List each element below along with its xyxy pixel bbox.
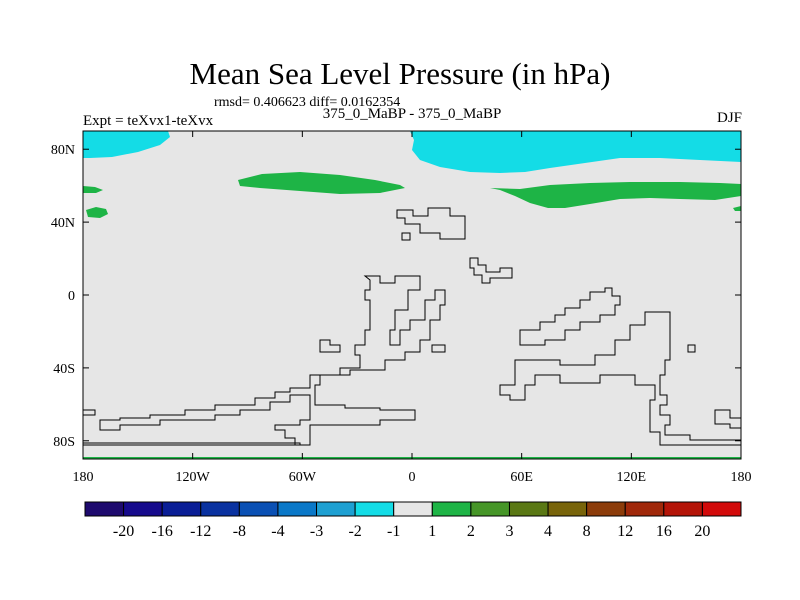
colorbar-label: 1 (428, 523, 436, 540)
colorbar-swatch (431, 501, 472, 517)
outline-small-island-4 (687, 344, 696, 353)
green-region-west-edge (83, 186, 103, 193)
colorbar-label: -8 (233, 523, 246, 540)
colorbar-swatch (586, 501, 626, 517)
outline-small-island-2 (319, 339, 341, 353)
outline-west-strip (83, 409, 96, 416)
x-tick-label: 180 (73, 470, 94, 485)
colorbar-label: -4 (271, 523, 284, 540)
y-tick-label: 80N (51, 143, 75, 158)
x-tick-label: 60E (510, 470, 533, 485)
colorbar-label: -12 (190, 523, 211, 540)
outline-small-island-1 (401, 232, 411, 241)
outline-australia (499, 311, 741, 446)
colorbar-swatch (393, 501, 433, 517)
outline-east-strip (714, 409, 741, 429)
x-axis: 180 120W 60W 0 60E 120E 180 (73, 131, 752, 485)
y-axis: 80N 40N 0 40S 80S (51, 143, 741, 450)
green-region-eurasia (490, 182, 741, 208)
colorbar-swatch (508, 501, 549, 517)
colorbar-swatch (624, 501, 665, 517)
y-tick-label: 0 (68, 289, 75, 304)
rmsd-diff-label: rmsd= 0.406623 diff= 0.0162354 (214, 95, 401, 110)
outline-africa-asia-chain (519, 287, 621, 346)
colorbar-label: 12 (617, 523, 633, 540)
y-tick-label: 40S (53, 362, 75, 377)
colorbar-label: 16 (656, 523, 672, 540)
colorbar-label: -20 (113, 523, 134, 540)
colorbar-swatch (123, 501, 163, 517)
cyan-region-northeast (410, 131, 741, 173)
x-tick-label: 60W (289, 470, 317, 485)
colorbar-swatch (663, 501, 703, 517)
outline-small-island-3 (431, 344, 446, 353)
colorbar-swatch (470, 501, 510, 517)
x-tick-label: 120W (176, 470, 211, 485)
outline-antarctica-line (83, 442, 301, 446)
colorbar-swatch (161, 501, 202, 517)
y-tick-label: 80S (53, 435, 75, 450)
colorbar-label: 4 (544, 523, 552, 540)
x-tick-label: 0 (409, 470, 416, 485)
cyan-region-northwest (83, 131, 170, 158)
colorbar-swatch (84, 501, 125, 517)
colorbar-swatch (701, 501, 742, 517)
green-region-pacific-patch (86, 207, 108, 218)
colorbar-swatch (238, 501, 279, 517)
x-tick-label: 180 (731, 470, 752, 485)
colorbar-label: -2 (348, 523, 361, 540)
green-region-east-edge (733, 206, 741, 211)
colorbar-swatch (547, 501, 588, 517)
x-tick-label: 120E (617, 470, 647, 485)
colorbar: -20 -16 -12 -8 -4 -3 -2 -1 1 2 3 4 8 12 16 20 (84, 501, 742, 540)
colorbar-swatch (354, 501, 395, 517)
outline-north-america-patch (396, 207, 466, 240)
experiment-label: Expt = teXvx1-teXvx (83, 113, 214, 129)
colorbar-label: 8 (583, 523, 591, 540)
y-tick-label: 40N (51, 216, 75, 231)
colorbar-label: 2 (467, 523, 475, 540)
colorbar-swatch (200, 501, 240, 517)
colorbar-swatch (277, 501, 318, 517)
colorbar-label: -3 (310, 523, 323, 540)
colorbar-label: -1 (387, 523, 400, 540)
colorbar-label: 20 (694, 523, 710, 540)
green-region-atlantic (238, 172, 405, 194)
outline-central-strip (469, 257, 513, 284)
colorbar-swatch (316, 501, 356, 517)
chart-title: Mean Sea Level Pressure (in hPa) (189, 56, 611, 91)
season-label: DJF (716, 110, 742, 126)
colorbar-label: 3 (505, 523, 513, 540)
chart-subtitle: 375_0_MaBP - 375_0_MaBP (322, 106, 502, 122)
continent-outlines (83, 207, 741, 446)
colorbar-label: -16 (152, 523, 173, 540)
outline-south-america (99, 275, 446, 446)
